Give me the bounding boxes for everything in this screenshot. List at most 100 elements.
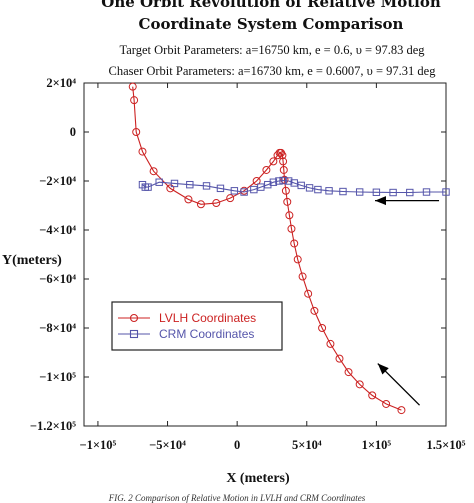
- data-point: [166, 184, 175, 193]
- data-point: [281, 186, 290, 195]
- data-point: [196, 200, 205, 209]
- data-point: [335, 354, 344, 363]
- y-axis-ticks: 2×10⁴ 0 −2×10⁴ −4×10⁴ −6×10⁴ −8×10⁴ −1×10⁵ −1.2…: [30, 76, 446, 433]
- data-point: [144, 183, 152, 191]
- data-point: [279, 157, 288, 166]
- y-tick-label: −2×10⁴: [39, 174, 76, 188]
- data-point: [293, 255, 302, 264]
- data-point: [355, 380, 364, 389]
- y-tick-label: −8×10⁴: [39, 321, 76, 335]
- data-point: [279, 176, 287, 185]
- x-tick-label: −1×10⁵: [80, 438, 117, 452]
- direction-arrow: [377, 363, 421, 406]
- y-tick-label: 0: [70, 125, 76, 139]
- x-tick-label: 1×10⁵: [362, 438, 392, 452]
- data-point: [230, 187, 239, 195]
- data-point: [284, 177, 293, 185]
- data-point: [285, 211, 294, 220]
- data-point: [128, 82, 137, 91]
- x-tick-label: 1.5×10⁵: [427, 438, 466, 452]
- legend-lvlh-label: LVLH Coordinates: [159, 311, 256, 325]
- target-orbit-subtitle: Target Orbit Parameters: a=16750 km, e =…: [120, 43, 426, 57]
- y-tick-label: −4×10⁴: [39, 223, 76, 237]
- x-tick-label: 5×10⁴: [292, 438, 322, 452]
- data-point: [326, 339, 335, 348]
- data-point: [216, 184, 225, 193]
- data-point: [184, 195, 193, 204]
- y-axis-label: Y(meters): [2, 253, 62, 268]
- data-point: [275, 177, 283, 185]
- data-point: [382, 399, 391, 408]
- arrow-head: [374, 196, 386, 206]
- data-point: [278, 151, 287, 160]
- data-point: [318, 324, 327, 332]
- data-point: [339, 187, 347, 196]
- data-point: [368, 391, 377, 400]
- data-point: [264, 180, 272, 189]
- data-point: [442, 188, 450, 196]
- chart-title-line2: Coordinate System Comparison: [139, 15, 404, 33]
- data-point: [155, 178, 163, 186]
- data-point: [202, 182, 211, 190]
- arrow-head: [377, 363, 389, 375]
- data-point: [170, 179, 179, 188]
- data-point: [212, 199, 221, 208]
- data-point: [269, 178, 278, 186]
- x-tick-label: −5×10⁴: [149, 438, 186, 452]
- data-point: [269, 157, 278, 166]
- series-line: [142, 179, 446, 194]
- data-point: [138, 147, 147, 156]
- y-tick-label: −6×10⁴: [39, 272, 76, 286]
- data-point: [355, 188, 364, 196]
- y-tick-label: −1×10⁵: [39, 370, 76, 384]
- data-point: [283, 197, 292, 206]
- data-point: [226, 194, 235, 203]
- data-point: [290, 179, 298, 187]
- direction-arrow: [374, 196, 440, 206]
- data-point: [240, 188, 248, 196]
- series-lvlh: [128, 82, 406, 415]
- legend: LVLH Coordinates CRM Coordinates: [111, 301, 283, 351]
- x-axis-label: X (meters): [226, 471, 290, 486]
- data-point: [389, 188, 397, 197]
- data-point: [262, 165, 271, 174]
- data-point: [310, 306, 319, 315]
- data-point: [298, 272, 307, 281]
- legend-crm-marker: [129, 329, 139, 339]
- data-point: [279, 165, 288, 174]
- data-point: [132, 128, 141, 136]
- y-tick-label: −1.2×10⁵: [30, 419, 76, 433]
- legend-lvlh-marker: [129, 313, 139, 323]
- data-point: [252, 177, 261, 185]
- data-point: [372, 188, 381, 196]
- data-point: [304, 289, 313, 298]
- figure-caption: FIG. 2 Comparison of Relative Motion in …: [108, 493, 366, 503]
- data-point: [325, 187, 333, 195]
- data-point: [149, 167, 158, 176]
- series-layer: [128, 82, 450, 415]
- chart-title-line1: One Orbit Revolution of Relative Motion: [101, 0, 441, 11]
- data-point: [314, 185, 322, 194]
- data-point: [297, 181, 305, 190]
- data-point: [130, 96, 139, 105]
- data-point: [257, 183, 265, 191]
- chaser-orbit-subtitle: Chaser Orbit Parameters: a=16730 km, e =…: [109, 64, 437, 78]
- x-tick-label: 0: [234, 438, 240, 452]
- data-point: [422, 188, 431, 196]
- y-tick-label: 2×10⁴: [46, 76, 76, 90]
- x-axis-ticks: −1×10⁵ −5×10⁴ 0 5×10⁴ 1×10⁵ 1.5×10⁵: [80, 83, 466, 452]
- annotation-layer: [374, 196, 440, 406]
- legend-box: [111, 301, 283, 351]
- series-crm: [138, 176, 450, 197]
- data-point: [287, 224, 296, 233]
- data-point: [250, 185, 258, 194]
- legend-crm-label: CRM Coordinates: [159, 327, 254, 341]
- data-point: [397, 406, 406, 415]
- data-point: [186, 180, 194, 189]
- series-line: [132, 86, 402, 411]
- data-point: [344, 368, 353, 377]
- data-point: [406, 188, 414, 197]
- data-point: [290, 239, 299, 248]
- data-point: [305, 184, 314, 192]
